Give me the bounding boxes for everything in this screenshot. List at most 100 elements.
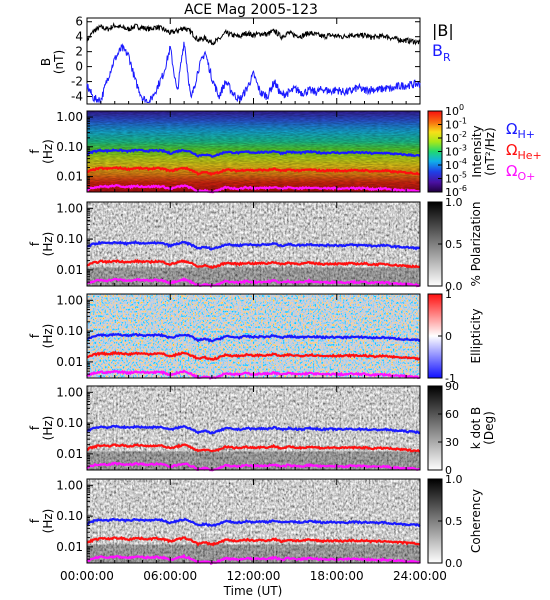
colorbar-unit: (nT²/Hz)	[483, 127, 497, 175]
xtick-label: 06:00:00	[143, 569, 197, 583]
gyrofrequency-legend: ΩH+ ΩHe+ ΩO+	[506, 120, 542, 183]
gyro-line-Heplus	[86, 258, 421, 269]
legend-omega-he: ΩHe+	[506, 141, 542, 162]
legend-omega-o-subscript: O+	[517, 170, 535, 183]
colorbar-tick-exp: -2	[459, 130, 467, 139]
axis-yunit-f: (Hz)	[41, 509, 55, 534]
legend-omega-h-subscript: H+	[517, 128, 535, 141]
gyro-line-Hplus	[86, 424, 421, 435]
axis-yunit-f: (Hz)	[41, 324, 55, 349]
colorbar-tick-label: -1	[445, 372, 456, 385]
ytick-label: 0.10	[56, 509, 83, 523]
ytick-label: 1.00	[56, 385, 83, 399]
panel-polarization: 1.00 0.10 0.01 f (Hz) 1.0 0.5 0.0 % Polarization	[28, 196, 483, 293]
gyro-line-Hplus	[86, 332, 421, 343]
axis-xlabel: Time (UT)	[223, 584, 283, 598]
xtick-label: 18:00:00	[310, 569, 364, 583]
colorbar-tick-label: 10-2	[445, 130, 467, 145]
gyro-line-Heplus	[86, 535, 421, 547]
colorbar-tick-base: 10	[445, 119, 459, 132]
axis-ylabel-B: B	[39, 58, 53, 66]
gyro-line-Heplus	[86, 443, 421, 453]
legend-omega-h: ΩH+	[506, 120, 535, 141]
colorbar-tick-label: 60	[445, 408, 459, 421]
legend-omega-o-name: Ω	[506, 162, 517, 180]
xtick-label: 12:00:00	[227, 569, 281, 583]
panel-ellipticity: 1.00 0.10 0.01 f (Hz) 1 0 -1 Ellipticity	[28, 288, 483, 385]
panel-k-dot-b: 1.00 0.10 0.01 f (Hz) 90 60 30 0 k dot B (Deg)	[28, 380, 496, 477]
series-line-B-magnitude	[86, 21, 421, 46]
colorbar-label: Coherency	[469, 489, 483, 553]
ytick-label: 1.00	[56, 201, 83, 215]
colorbar-tick-label: 10-5	[445, 171, 467, 186]
legend-omega-h-name: Ω	[506, 120, 517, 138]
colorbar-label: % Polarization	[469, 202, 483, 287]
ytick-label: 1.00	[56, 110, 83, 124]
ytick-label: 0.01	[56, 263, 83, 277]
ytick-label: 0.01	[56, 355, 83, 369]
colorbar-tick-label: 10-6	[445, 184, 467, 199]
axis-yunit-f: (Hz)	[41, 139, 55, 164]
colorbar-unit: (Deg)	[482, 411, 496, 445]
colorbar-tick-label: 0	[445, 330, 452, 343]
legend-omega-he-name: Ω	[506, 141, 517, 159]
ytick-label: 0.10	[56, 140, 83, 154]
colorbar-tick-exp: -4	[459, 157, 467, 166]
ytick-label: 0.01	[56, 169, 83, 183]
colorbar-tick-label: 1.0	[445, 473, 463, 486]
chart-title: ACE Mag 2005-123	[184, 2, 318, 18]
ytick-label: 0.01	[56, 447, 83, 461]
legend-B-radial-name: B	[432, 41, 443, 60]
ytick-label-B: -2	[71, 75, 83, 89]
ytick-label: 1.00	[56, 293, 83, 307]
axis-ylabel-f: f	[28, 518, 42, 523]
axis-ylabel-f: f	[28, 333, 42, 338]
ytick-label: 0.10	[56, 416, 83, 430]
colorbar-tick-base: 10	[445, 132, 459, 145]
colorbar-tick-label: 0.0	[445, 557, 463, 570]
colorbar-tick-label: 1.0	[445, 196, 463, 209]
colorbar-tick-label: 100	[445, 103, 464, 118]
gyro-line-Heplus	[86, 165, 421, 177]
gyro-line-Hplus	[86, 148, 421, 158]
legend-B-radial-subscript: R	[443, 51, 451, 64]
ytick-label-B: 0	[75, 60, 83, 74]
colorbar-tick-exp: -5	[459, 171, 467, 180]
colorbar-tick-label: 1	[445, 288, 452, 301]
xtick-label: 00:00:00	[60, 569, 114, 583]
ytick-label-B: 4	[75, 30, 83, 44]
legend-omega-he-subscript: He+	[517, 149, 541, 162]
colorbar-tick-base: 10	[445, 146, 459, 159]
axis-yunit-f: (Hz)	[41, 416, 55, 441]
panel-intensity: 1.000.100.01f (Hz)10010-110-210-310-410-5…	[28, 103, 497, 199]
colorbar-tick-label: 0	[445, 464, 452, 477]
colorbar-label: Ellipticity	[469, 309, 483, 364]
colorbar-k-dot-b	[427, 385, 443, 471]
legend-B-magnitude: |B|	[432, 21, 454, 40]
colorbar-tick-label: 30	[445, 436, 459, 449]
colorbar-tick-label: 0.5	[445, 238, 463, 251]
gyro-line-Heplus	[86, 350, 421, 361]
ytick-label: 0.01	[56, 540, 83, 554]
ytick-label-B: 6	[75, 15, 83, 29]
colorbar-tick-base: 10	[445, 186, 459, 199]
colorbar-tick-exp: 0	[459, 103, 464, 112]
panel-coherency: 1.00 0.10 0.01 f (Hz) 1.0 0.5 0.0 Coherency	[28, 473, 483, 570]
legend-B-radial: BR	[432, 41, 451, 64]
gyro-line-Hplus	[86, 517, 421, 528]
colorbar-tick-label: 10-4	[445, 157, 467, 172]
ytick-label: 1.00	[56, 478, 83, 492]
axis-ylabel-f: f	[28, 425, 42, 430]
colorbar-label: k dot B	[469, 407, 483, 449]
colorbar-tick-label: 0.5	[445, 515, 463, 528]
ytick-label: 0.10	[56, 232, 83, 246]
ytick-label-B: -4	[71, 90, 83, 104]
colorbar-tick-label: 90	[445, 380, 459, 393]
colorbar-tick-label: 10-1	[445, 117, 467, 132]
axis-ylabel-f: f	[28, 241, 42, 246]
ytick-label: 0.10	[56, 324, 83, 338]
gyro-line-Hplus	[86, 240, 421, 251]
xtick-label: 24:00:00	[393, 569, 447, 583]
